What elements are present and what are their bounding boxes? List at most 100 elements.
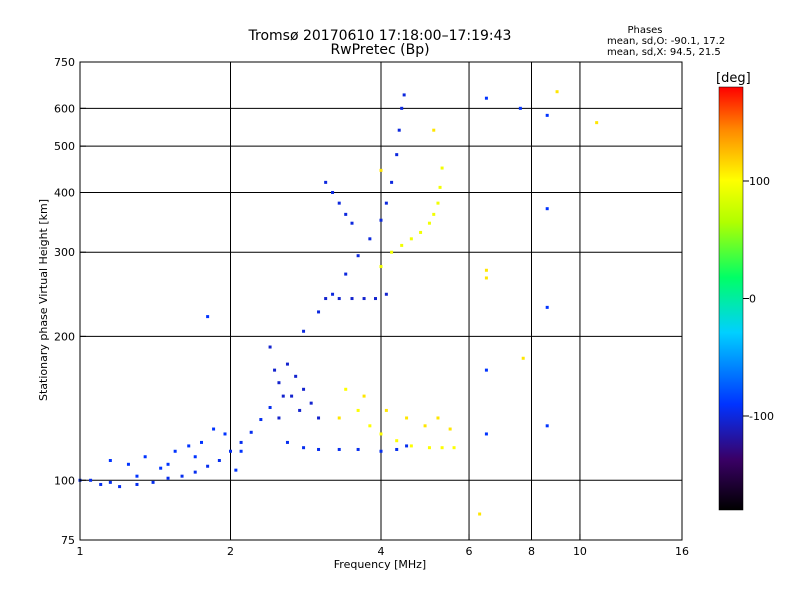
data-point [173, 449, 177, 453]
x-axis-label: Frequency [MHz] [334, 558, 426, 571]
data-point [239, 440, 243, 444]
data-point [331, 292, 335, 296]
data-point [397, 128, 401, 132]
x-tick-label: 4 [378, 545, 385, 558]
data-point [521, 356, 525, 360]
series-o-mode-cusp-trace [324, 180, 354, 225]
data-point [432, 212, 436, 216]
series-o-mode-spread-f-echoes [268, 292, 388, 420]
data-point [384, 408, 388, 412]
data-point [384, 201, 388, 205]
data-point [206, 464, 210, 468]
data-point [427, 446, 431, 450]
data-point [374, 297, 378, 301]
series-o-mode-f2-lower-trace [285, 440, 409, 453]
x-tick-label: 2 [227, 545, 234, 558]
data-point [337, 416, 341, 420]
data-point [268, 345, 272, 349]
data-point [432, 128, 436, 132]
data-point [356, 254, 360, 258]
data-point [344, 387, 348, 391]
data-point [484, 276, 488, 280]
data-point [143, 455, 147, 459]
data-point [419, 230, 423, 234]
data-point [400, 243, 404, 247]
data-point [379, 265, 383, 269]
data-point [337, 201, 341, 205]
data-point [317, 416, 321, 420]
data-point [290, 394, 294, 398]
data-point [239, 449, 243, 453]
data-point [277, 416, 281, 420]
y-tick-label: 400 [54, 186, 75, 199]
data-point [344, 272, 348, 276]
data-point [545, 424, 549, 428]
data-point [166, 476, 170, 480]
points-layer [78, 90, 599, 516]
data-point [545, 305, 549, 309]
data-point [317, 447, 321, 451]
data-point [337, 297, 341, 301]
data-point [212, 427, 216, 431]
data-point [368, 237, 372, 241]
colorbar [718, 86, 744, 511]
data-point [324, 180, 328, 184]
y-tick-label: 600 [54, 102, 75, 115]
data-point [99, 482, 103, 486]
data-point [423, 424, 427, 428]
data-point [294, 374, 298, 378]
colorbar-ticks: 100 0 -100 [743, 175, 774, 423]
data-point [440, 446, 444, 450]
data-point [484, 96, 488, 100]
data-point [317, 310, 321, 314]
data-point [277, 381, 281, 385]
data-point [298, 408, 302, 412]
data-point [302, 329, 306, 333]
data-point [384, 292, 388, 296]
data-point [344, 212, 348, 216]
data-point [331, 190, 335, 194]
data-point [379, 168, 383, 172]
x-tick-label: 1 [77, 545, 84, 558]
data-point [448, 427, 452, 431]
data-point [89, 478, 93, 482]
chart-subtitle: RwPretec (Bp) [330, 42, 429, 58]
data-point [180, 474, 184, 478]
data-point [390, 250, 394, 254]
data-point [135, 474, 139, 478]
data-point [337, 447, 341, 451]
grid-layer [80, 62, 682, 540]
data-point [309, 401, 313, 405]
data-point [281, 394, 285, 398]
y-tick-label: 300 [54, 246, 75, 259]
data-point [285, 362, 289, 366]
data-point [405, 444, 409, 448]
data-point [484, 368, 488, 372]
colorbar-label: [deg] [716, 71, 751, 86]
data-point [108, 480, 112, 484]
data-point [368, 424, 372, 428]
data-point [545, 207, 549, 211]
y-tick-label: 100 [54, 474, 75, 487]
data-point [223, 432, 227, 436]
y-tick-label: 500 [54, 140, 75, 153]
data-point [108, 458, 112, 462]
legend-title: Phases [627, 25, 662, 36]
data-point [324, 297, 328, 301]
data-point [436, 201, 440, 205]
data-point [545, 113, 549, 117]
data-point [395, 153, 399, 157]
data-point [166, 462, 170, 466]
x-tick-label: 10 [573, 545, 587, 558]
data-point [234, 468, 238, 472]
data-point [405, 416, 409, 420]
data-point [395, 439, 399, 443]
data-point [217, 458, 221, 462]
data-point [302, 387, 306, 391]
data-point [118, 485, 122, 489]
data-point [438, 185, 442, 189]
chart-title: Tromsø 20170610 17:18:00–17:19:43 [248, 28, 512, 44]
y-tick-label: 200 [54, 330, 75, 343]
tick-layer: 1 2 4 6 8 10 16 75 100 200 300 400 500 600 750 [54, 56, 689, 558]
y-axis-label: Stationary phase Virtual Height [km] [37, 199, 50, 401]
